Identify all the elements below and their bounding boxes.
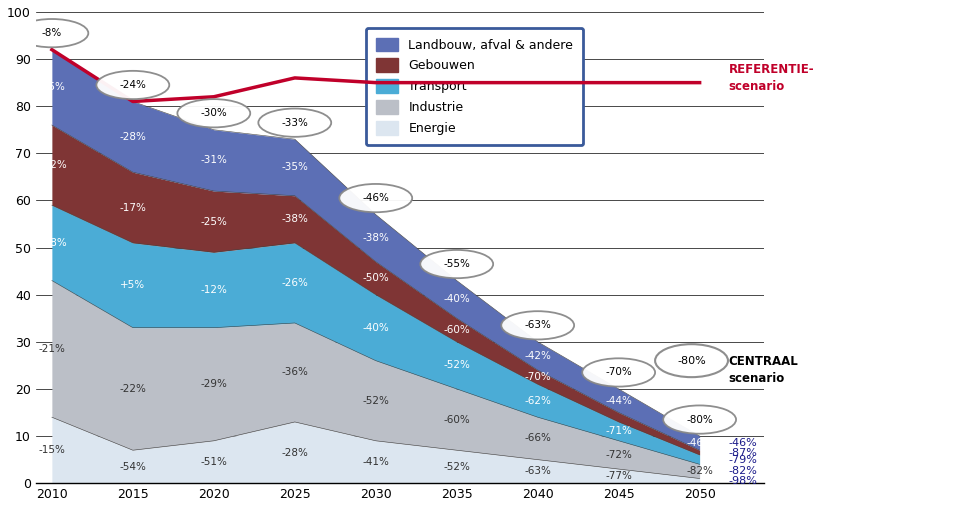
Text: -46%: -46% (729, 438, 758, 448)
Text: -40%: -40% (443, 295, 470, 304)
Ellipse shape (177, 99, 250, 128)
Text: REFERENTIE-
scenario: REFERENTIE- scenario (729, 63, 814, 93)
Text: -42%: -42% (524, 351, 551, 361)
Text: -60%: -60% (443, 325, 470, 335)
Text: -82%: -82% (729, 466, 758, 477)
Text: -38%: -38% (281, 214, 309, 225)
Text: -22%: -22% (120, 384, 146, 394)
Text: -8%: -8% (42, 28, 62, 38)
Text: -28%: -28% (281, 448, 309, 458)
Text: -31%: -31% (200, 155, 227, 166)
Text: -80%: -80% (677, 356, 706, 366)
Text: -35%: -35% (281, 163, 309, 172)
Ellipse shape (339, 184, 413, 212)
Text: -55%: -55% (443, 259, 470, 269)
Text: -29%: -29% (200, 379, 227, 389)
Text: -52%: -52% (443, 360, 470, 370)
Text: -63%: -63% (524, 321, 551, 330)
Text: -72%: -72% (606, 450, 632, 460)
Text: -60%: -60% (443, 415, 470, 425)
Ellipse shape (582, 358, 655, 387)
Text: -36%: -36% (281, 367, 309, 377)
Text: -52%: -52% (363, 396, 389, 406)
Text: -38%: -38% (363, 233, 389, 243)
Text: -87%: -87% (729, 448, 758, 458)
Text: -24%: -24% (120, 80, 146, 90)
Text: -82%: -82% (686, 466, 713, 477)
Text: -30%: -30% (201, 108, 227, 118)
Text: -77%: -77% (606, 471, 632, 481)
Ellipse shape (16, 19, 88, 47)
Ellipse shape (501, 311, 574, 339)
Legend: Landbouw, afval & andere, Gebouwen, Transport, Industrie, Energie: Landbouw, afval & andere, Gebouwen, Tran… (366, 27, 583, 145)
Text: -44%: -44% (606, 396, 632, 406)
Text: -98%: -98% (729, 476, 758, 486)
Text: -54%: -54% (120, 462, 146, 472)
Ellipse shape (663, 405, 736, 434)
Text: -15%: -15% (38, 445, 66, 455)
Text: -17%: -17% (120, 203, 146, 212)
Text: +5%: +5% (121, 280, 145, 290)
Text: -80%: -80% (686, 415, 713, 425)
Text: -71%: -71% (606, 426, 632, 436)
Ellipse shape (420, 250, 493, 278)
Text: -41%: -41% (363, 457, 389, 467)
Text: CENTRAAL
scenario: CENTRAAL scenario (729, 355, 799, 385)
Ellipse shape (655, 344, 728, 377)
Text: -28%: -28% (120, 132, 146, 142)
Text: -25%: -25% (200, 216, 227, 227)
Text: -40%: -40% (363, 323, 389, 333)
Text: -46%: -46% (363, 193, 389, 203)
Text: -52%: -52% (443, 462, 470, 472)
Text: -51%: -51% (200, 457, 227, 467)
Ellipse shape (96, 71, 170, 99)
Text: -25%: -25% (38, 82, 66, 92)
Text: +22%: +22% (36, 160, 68, 170)
Text: -62%: -62% (524, 396, 551, 406)
Text: -21%: -21% (38, 344, 66, 354)
Text: -63%: -63% (524, 466, 551, 477)
Text: +18%: +18% (36, 238, 68, 248)
Text: -33%: -33% (281, 118, 309, 128)
Ellipse shape (259, 109, 331, 137)
Text: -70%: -70% (524, 372, 551, 382)
Text: -66%: -66% (524, 433, 551, 443)
Text: -46%: -46% (686, 438, 713, 448)
Text: -50%: -50% (363, 273, 389, 283)
Text: -12%: -12% (200, 285, 227, 295)
Text: -79%: -79% (729, 455, 758, 465)
Text: -26%: -26% (281, 278, 309, 288)
Text: -70%: -70% (606, 367, 632, 377)
